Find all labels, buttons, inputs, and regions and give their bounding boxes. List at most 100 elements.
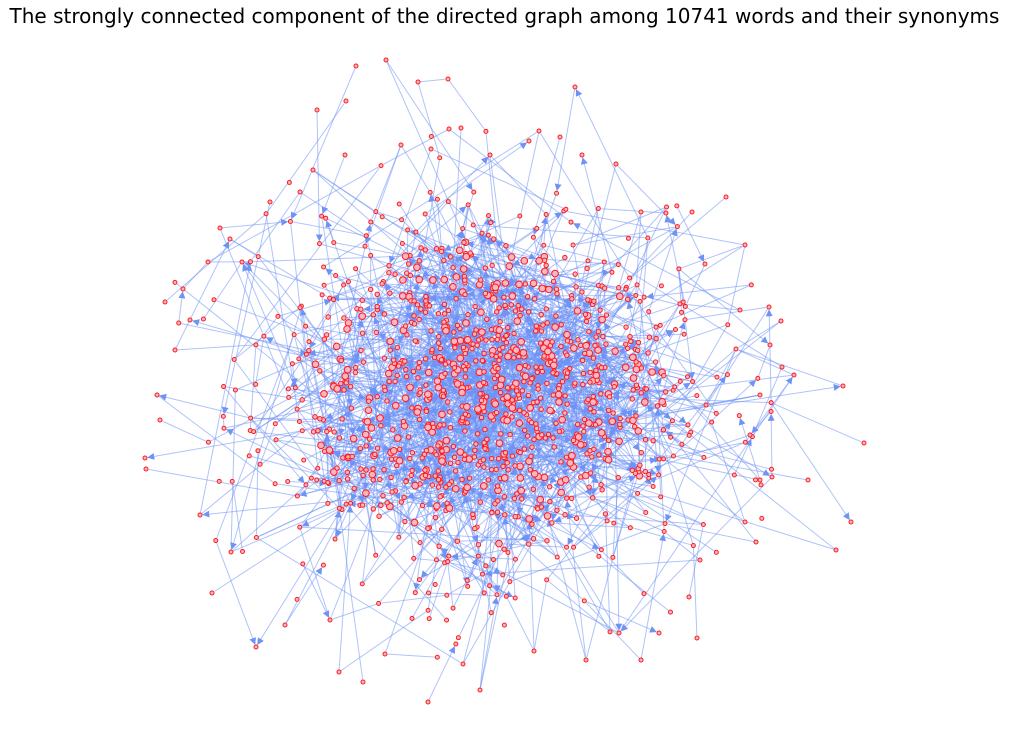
graph-node xyxy=(415,79,421,85)
graph-edge xyxy=(564,500,587,661)
graph-edge xyxy=(620,265,783,368)
graph-node xyxy=(452,468,459,474)
graph-node xyxy=(494,592,500,598)
graph-node xyxy=(363,233,369,239)
graph-edge xyxy=(421,267,636,297)
graph-node xyxy=(512,346,521,354)
graph-node xyxy=(416,258,422,264)
graph-node xyxy=(422,247,429,253)
graph-node xyxy=(403,478,409,485)
graph-node xyxy=(435,484,442,490)
graph-node xyxy=(358,466,364,472)
graph-node xyxy=(438,457,446,465)
graph-edge xyxy=(549,452,589,502)
graph-node xyxy=(157,417,163,423)
graph-node xyxy=(172,279,178,285)
graph-edge xyxy=(294,337,316,417)
graph-node xyxy=(142,455,148,461)
graph-node xyxy=(389,447,398,455)
graph-edge xyxy=(447,561,454,606)
graph-node xyxy=(398,292,407,300)
graph-edge xyxy=(574,382,591,396)
graph-edge xyxy=(587,353,642,369)
graph-node xyxy=(393,434,402,442)
graph-node xyxy=(515,280,523,289)
graph-node xyxy=(433,502,441,510)
graph-node xyxy=(435,443,441,449)
graph-edge xyxy=(711,421,745,520)
graph-edge xyxy=(215,540,256,645)
graph-node xyxy=(681,331,687,337)
graph-edge xyxy=(619,211,642,285)
figure-title: The strongly connected component of the … xyxy=(9,4,1000,28)
graph-edge xyxy=(667,523,757,543)
graph-edge xyxy=(664,215,686,307)
graph-node xyxy=(654,403,661,409)
graph-edge xyxy=(540,133,631,279)
graph-edge xyxy=(673,324,729,419)
graph-node xyxy=(494,372,500,379)
graph-edge xyxy=(688,527,704,598)
graph-edge xyxy=(429,192,459,247)
graph-node xyxy=(669,418,675,424)
graph-node xyxy=(248,415,254,421)
graph-node xyxy=(519,348,528,357)
graph-node xyxy=(423,447,430,454)
graph-node xyxy=(633,293,639,299)
graph-edge xyxy=(593,300,654,338)
graph-node xyxy=(306,339,312,345)
graph-node xyxy=(601,259,607,265)
graph-node xyxy=(482,265,489,271)
graph-edge xyxy=(519,288,625,369)
graph-node xyxy=(432,582,438,588)
graph-node xyxy=(435,468,442,474)
graph-node xyxy=(495,439,504,447)
graph-node xyxy=(415,375,421,381)
graph-node xyxy=(483,337,489,343)
graph-node xyxy=(340,455,346,461)
graph-node xyxy=(362,243,368,249)
graph-node xyxy=(573,515,580,521)
graph-node xyxy=(413,408,422,416)
graph-node xyxy=(473,441,479,447)
graph-node xyxy=(246,453,252,459)
graph-node xyxy=(554,554,560,560)
graph-node xyxy=(405,227,411,233)
graph-node xyxy=(267,199,273,205)
graph-node xyxy=(514,491,520,497)
graph-node xyxy=(638,390,644,396)
graph-node xyxy=(426,303,433,309)
graph-node xyxy=(456,336,465,345)
graph-node xyxy=(292,385,298,391)
graph-node xyxy=(564,338,571,344)
graph-node xyxy=(446,553,452,559)
graph-node xyxy=(604,447,612,456)
graph-node xyxy=(470,511,476,518)
graph-node xyxy=(566,459,575,467)
graph-edge xyxy=(428,407,513,415)
graph-node xyxy=(373,209,379,215)
graph-node xyxy=(447,409,453,415)
graph-edge xyxy=(620,436,753,631)
graph-node xyxy=(569,296,575,302)
graph-node xyxy=(331,240,337,246)
graph-node xyxy=(527,467,534,473)
graph-node xyxy=(633,382,640,388)
graph-edge xyxy=(554,86,576,191)
graph-node xyxy=(607,629,613,635)
graph-node xyxy=(368,219,374,225)
graph-node xyxy=(616,292,624,301)
graph-node xyxy=(455,635,461,641)
graph-node xyxy=(550,370,556,376)
graph-edge xyxy=(364,144,402,244)
graph-node xyxy=(197,512,203,518)
graph-node xyxy=(504,460,510,466)
graph-node xyxy=(205,439,211,445)
graph-node xyxy=(296,418,302,424)
graph-node xyxy=(450,264,456,271)
graph-node xyxy=(367,286,374,293)
graph-node xyxy=(551,323,559,331)
graph-node xyxy=(512,595,518,601)
graph-node xyxy=(662,521,668,527)
graph-edge xyxy=(512,455,589,458)
